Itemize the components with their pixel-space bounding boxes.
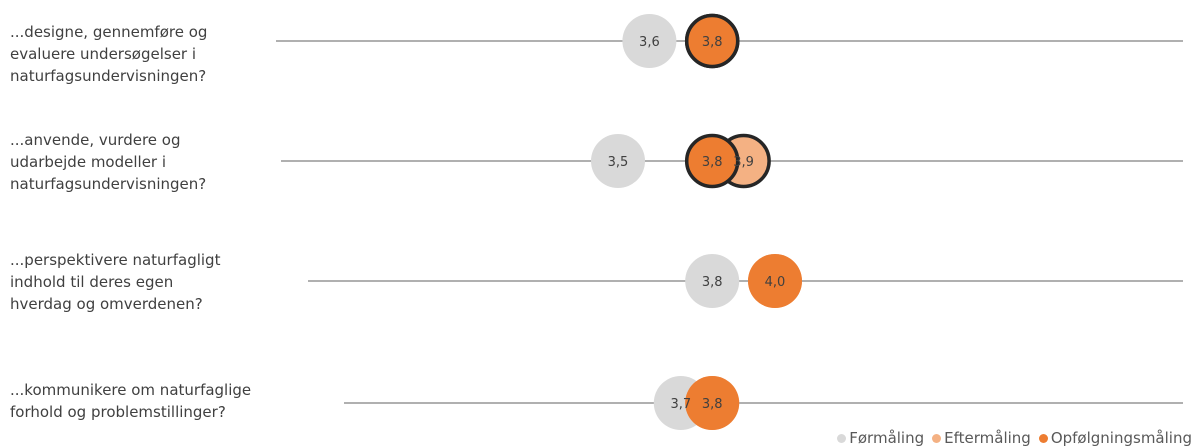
value-label-frmling-row-1: 3,6 <box>639 35 660 50</box>
dot-opflgningsmling-row-1 <box>684 13 740 69</box>
value-label-frmling-row-4: 3,7 <box>670 397 691 412</box>
legend-swatch-opfolgningsmaling <box>1038 433 1048 443</box>
row-label-1: ...designe, gennemføre og evaluere under… <box>10 23 208 85</box>
legend-item-opfolgningsmaling: Opfølgningsmåling <box>1038 428 1192 448</box>
dot-frmling-row-1 <box>622 14 677 68</box>
dot-frmling-row-3 <box>685 254 740 308</box>
value-label-opflgningsmling-row-4: 3,8 <box>702 397 723 412</box>
legend-label-opfolgningsmaling: Opfølgningsmåling <box>1050 429 1192 447</box>
legend-label-eftermaling: Eftermåling <box>944 429 1031 447</box>
row-label-3: ...perspektivere naturfagligt indhold ti… <box>10 251 221 313</box>
dot-opflgningsmling-row-3 <box>748 254 802 308</box>
value-label-opflgningsmling-row-3: 4,0 <box>765 275 786 290</box>
legend-label-formaling: Førmåling <box>849 429 925 447</box>
value-label-opflgningsmling-row-2: 3,8 <box>702 155 723 170</box>
value-label-opflgningsmling-row-1: 3,8 <box>702 35 723 50</box>
dot-opflgningsmling-row-4 <box>685 376 740 430</box>
value-label-eftermling-row-2: 3,9 <box>733 155 754 170</box>
dot-opflgningsmling-row-2 <box>684 133 740 189</box>
legend-swatch-eftermaling <box>932 433 942 443</box>
row-label-4: ...kommunikere om naturfaglige forhold o… <box>10 381 252 421</box>
legend-item-formaling: Førmåling <box>837 428 924 448</box>
value-label-frmling-row-2: 3,5 <box>608 155 629 170</box>
legend-item-eftermaling: Eftermåling <box>932 428 1031 448</box>
dot-frmling-row-2 <box>591 134 645 188</box>
legend-swatch-formaling <box>837 433 847 443</box>
value-label-frmling-row-3: 3,8 <box>702 275 723 290</box>
legend: Førmåling Eftermåling Opfølgningsmåling <box>837 428 1192 448</box>
row-label-2: ...anvende, vurdere og udarbejde modelle… <box>10 131 207 193</box>
